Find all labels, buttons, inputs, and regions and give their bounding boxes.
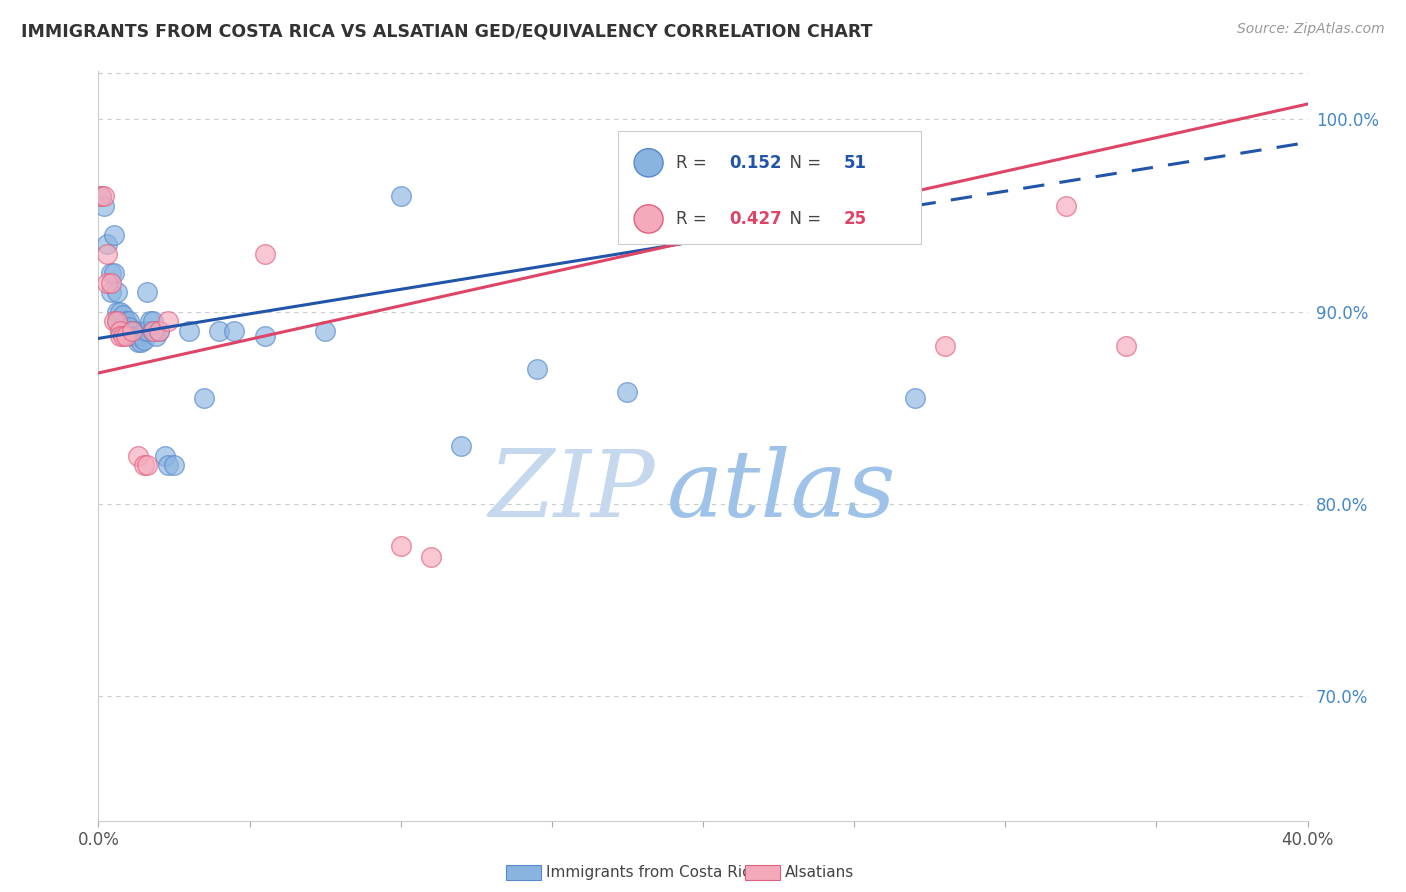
Point <box>103 314 125 328</box>
Point <box>135 285 157 300</box>
Point <box>420 550 443 565</box>
Point <box>127 335 149 350</box>
Point <box>253 247 276 261</box>
Point <box>156 314 179 328</box>
Point <box>100 266 122 280</box>
Point <box>135 458 157 473</box>
Point <box>90 189 112 203</box>
Point <box>132 458 155 473</box>
Text: atlas: atlas <box>666 446 896 536</box>
Point <box>108 324 131 338</box>
Point <box>142 324 165 338</box>
Point <box>526 362 548 376</box>
Point <box>105 304 128 318</box>
Text: Alsatians: Alsatians <box>785 865 853 880</box>
Point <box>100 276 122 290</box>
Text: Source: ZipAtlas.com: Source: ZipAtlas.com <box>1237 22 1385 37</box>
Point <box>90 189 112 203</box>
Point <box>93 199 115 213</box>
Text: R =: R = <box>676 210 713 228</box>
Point <box>132 324 155 338</box>
Point <box>108 314 131 328</box>
Ellipse shape <box>634 205 664 233</box>
Point <box>752 209 775 223</box>
Point <box>118 327 141 342</box>
Point <box>103 227 125 242</box>
Point <box>105 314 128 328</box>
Point <box>118 319 141 334</box>
Point <box>156 458 179 473</box>
Point <box>121 329 143 343</box>
Point <box>108 304 131 318</box>
Point <box>127 329 149 343</box>
Point <box>153 449 176 463</box>
Point <box>904 391 927 405</box>
Point <box>114 314 136 328</box>
Text: 0.152: 0.152 <box>730 153 782 172</box>
Point <box>96 276 118 290</box>
Point <box>105 314 128 328</box>
Text: R =: R = <box>676 153 713 172</box>
Point <box>96 247 118 261</box>
Point <box>142 324 165 338</box>
Point <box>163 458 186 473</box>
Point <box>114 329 136 343</box>
Point <box>193 391 215 405</box>
Point <box>148 324 170 338</box>
Point <box>111 329 134 343</box>
Point <box>96 237 118 252</box>
Point <box>224 324 246 338</box>
Text: IMMIGRANTS FROM COSTA RICA VS ALSATIAN GED/EQUIVALENCY CORRELATION CHART: IMMIGRANTS FROM COSTA RICA VS ALSATIAN G… <box>21 22 873 40</box>
Point <box>253 329 276 343</box>
Text: 51: 51 <box>844 153 866 172</box>
Text: ZIP: ZIP <box>488 446 655 536</box>
Point <box>124 324 146 338</box>
Point <box>135 324 157 338</box>
Point <box>111 319 134 334</box>
Text: 25: 25 <box>844 210 866 228</box>
FancyBboxPatch shape <box>619 131 921 244</box>
Point <box>100 285 122 300</box>
Point <box>139 314 162 328</box>
Point <box>121 324 143 338</box>
Point <box>93 189 115 203</box>
Ellipse shape <box>634 149 664 177</box>
Point <box>142 314 165 328</box>
Point <box>129 335 152 350</box>
Point <box>103 266 125 280</box>
Point <box>118 314 141 328</box>
Point <box>129 329 152 343</box>
Text: Immigrants from Costa Rica: Immigrants from Costa Rica <box>546 865 759 880</box>
Point <box>132 334 155 348</box>
Point <box>208 324 231 338</box>
Point <box>105 285 128 300</box>
Point <box>124 329 146 343</box>
Point <box>114 324 136 338</box>
Point <box>148 324 170 338</box>
Point <box>389 189 412 203</box>
Point <box>389 539 412 553</box>
Point <box>145 329 167 343</box>
Point <box>121 324 143 338</box>
Point <box>179 324 201 338</box>
Text: 0.427: 0.427 <box>730 210 782 228</box>
Point <box>108 329 131 343</box>
Point <box>127 449 149 463</box>
Text: N =: N = <box>779 153 827 172</box>
Point <box>314 324 336 338</box>
Point <box>108 319 131 334</box>
Point <box>1115 339 1137 353</box>
Point <box>111 309 134 323</box>
Point <box>616 385 638 400</box>
Point <box>1054 199 1077 213</box>
Point <box>450 439 472 453</box>
Text: N =: N = <box>779 210 827 228</box>
Point <box>934 339 956 353</box>
